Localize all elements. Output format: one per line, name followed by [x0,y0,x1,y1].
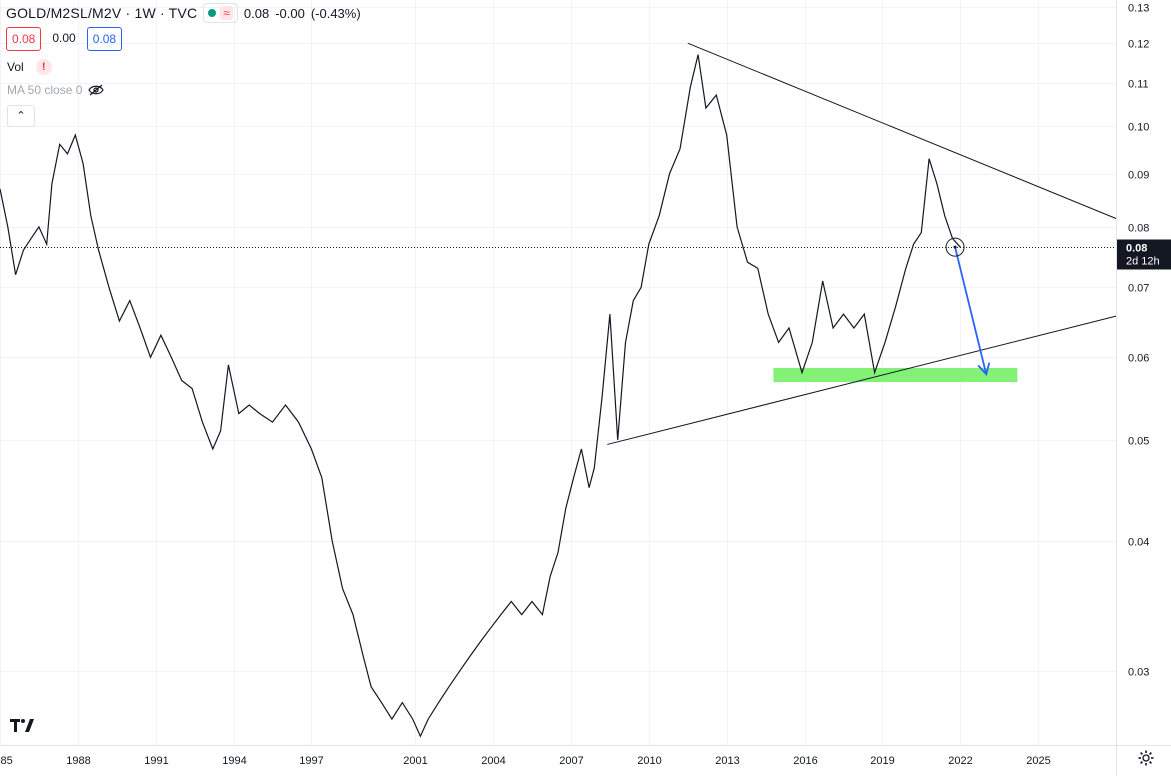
y-tick-label: 0.11 [1128,79,1149,91]
ask-box[interactable]: 0.08 [86,27,123,51]
price-axis-background [1116,0,1171,776]
y-tick-label: 0.07 [1128,283,1149,295]
chevron-up-icon: ⌃ [16,110,26,122]
grid-lines [0,0,1116,745]
support-zone-rectangle[interactable] [773,367,1018,383]
change-value: -0.00 [275,5,305,21]
trendline[interactable] [687,42,1117,219]
x-tick-label: 2007 [559,755,583,767]
x-tick-label: 1997 [299,755,323,767]
price-axis[interactable]: 0.03 0.04 0.05 0.06 0.07 0.08 0.09 0.10 0.11 0.12… [1116,0,1171,776]
x-tick-label: 1988 [66,755,90,767]
trendline[interactable] [607,315,1117,445]
x-tick-label: 1991 [144,755,168,767]
hidden-eye-icon[interactable] [88,84,105,96]
change-percent: (-0.43%) [310,5,361,21]
last-value: 0.08 [243,5,270,21]
arrow-head-icon [977,362,991,377]
tradingview-logo-icon[interactable] [8,714,36,736]
x-tick-label: 2019 [870,755,894,767]
x-tick-label: 2004 [481,755,505,767]
y-tick-label: 0.03 [1128,667,1149,679]
ma-label: MA 50 close 0 [7,83,83,97]
y-tick-label: 0.05 [1128,436,1149,448]
wave-icon: ≈ [220,6,233,20]
market-open-icon [208,9,217,17]
symbol-name[interactable]: GOLD/M2SL/M2V [6,5,122,21]
x-tick-label: 1994 [222,755,246,767]
y-tick-label: 0.12 [1128,39,1149,51]
market-status-pill[interactable]: ≈ [203,3,238,23]
y-tick-label: 0.06 [1128,353,1149,365]
x-tick-label: 2025 [1026,755,1050,767]
quote-boxes: 0.08 0.00 0.08 [6,27,123,51]
last-price-label: 0.08 [1126,243,1147,255]
ma-indicator-row[interactable]: MA 50 close 0 [7,83,105,97]
x-tick-label: 2016 [793,755,817,767]
annotations-front[interactable] [607,42,1117,445]
volume-indicator-row[interactable]: Vol ! [7,59,52,75]
spread-value: 0.00 [52,31,76,45]
last-price-label-bg [1117,239,1171,270]
projection-arrow-line[interactable] [954,246,988,375]
chart-legend: GOLD/M2SL/M2V · 1W · TVC ≈ 0.08 -0.00 (-… [6,3,361,23]
y-tick-label: 0.10 [1128,122,1149,134]
bid-box[interactable]: 0.08 [6,27,42,51]
interval-label[interactable]: 1W [134,5,156,21]
x-tick-label: 2001 [403,755,427,767]
y-tick-label: 0.04 [1128,537,1149,549]
crosshair-circle-marker[interactable] [945,237,965,257]
collapse-legend-button[interactable]: ⌃ [7,105,35,127]
y-tick-label: 0.09 [1128,170,1149,182]
price-series-line [0,54,961,738]
x-tick-label: 2010 [637,755,661,767]
symbol-title[interactable]: GOLD/M2SL/M2V · 1W · TVC [6,5,198,21]
settings-gear-icon[interactable] [1138,750,1154,771]
bar-countdown-label: 2d 12h [1126,256,1160,268]
source-label: TVC [168,5,198,21]
time-axis[interactable]: 1985 1988 1991 1994 1997 2001 2004 2007 2010 2013… [0,745,1171,768]
x-tick-label: 1985 [0,755,13,767]
y-tick-label: 0.08 [1128,223,1149,235]
x-tick-label: 2022 [948,755,972,767]
volume-label: Vol [7,60,24,74]
warning-icon[interactable]: ! [35,59,52,75]
annotations-back [773,367,1018,383]
y-tick-label: 0.13 [1128,3,1149,15]
x-tick-label: 2013 [715,755,739,767]
